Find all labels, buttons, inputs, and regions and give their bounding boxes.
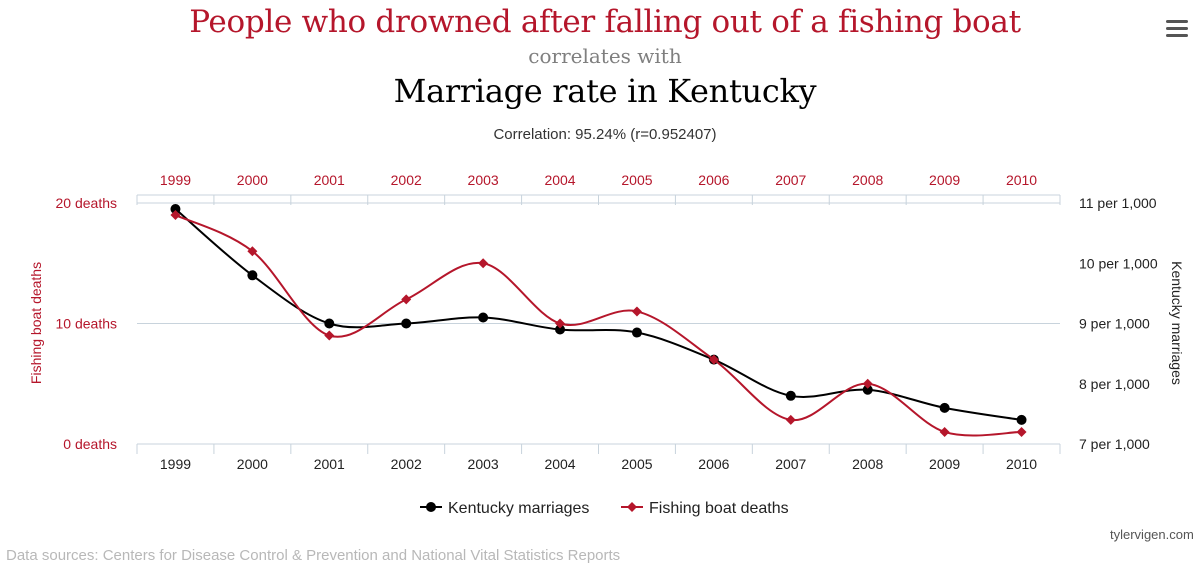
right-axis-title: Kentucky marriages (1169, 261, 1185, 385)
legend-marker-marriages (426, 502, 436, 512)
bottom-x-tick-label: 2002 (391, 456, 422, 472)
data-point-fishing-deaths (939, 426, 950, 437)
top-x-tick-label: 2000 (237, 172, 268, 188)
data-point-fishing-deaths (401, 294, 412, 305)
data-point-marriages (862, 384, 873, 395)
top-x-tick-label: 1999 (160, 172, 191, 188)
top-x-tick-label: 2002 (391, 172, 422, 188)
menu-bar (1166, 20, 1188, 23)
bottom-x-tick-label: 2009 (929, 456, 960, 472)
menu-bar (1166, 27, 1188, 30)
top-x-tick-label: 2006 (698, 172, 729, 188)
data-point-marriages (170, 204, 181, 215)
right-y-tick-label: 10 per 1,000 (1079, 255, 1158, 271)
left-y-tick-label: 10 deaths (56, 316, 118, 332)
data-point-marriages (785, 390, 796, 401)
bottom-x-tick-label: 2007 (775, 456, 806, 472)
bottom-x-tick-label: 2004 (544, 456, 575, 472)
data-point-fishing-deaths (555, 318, 566, 329)
credit-link[interactable]: tylervigen.com (1110, 527, 1194, 542)
data-point-marriages (939, 402, 950, 413)
hamburger-menu-icon[interactable] (1166, 20, 1188, 40)
data-point-marriages (247, 270, 258, 281)
chart-subtitle: Correlation: 95.24% (r=0.952407) (493, 126, 717, 143)
right-y-tick-label: 9 per 1,000 (1079, 316, 1150, 332)
data-point-fishing-deaths (1016, 426, 1027, 437)
bottom-x-tick-label: 2005 (621, 456, 652, 472)
right-y-tick-label: 7 per 1,000 (1079, 436, 1150, 452)
bottom-x-tick-label: 2008 (852, 456, 883, 472)
data-point-marriages (1016, 414, 1027, 425)
left-y-tick-label: 20 deaths (56, 195, 118, 211)
data-point-fishing-deaths (324, 330, 335, 341)
chart-canvas: 1999 1999 2000 2000 2001 2001 2002 2002 2003 2003… (28, 172, 1185, 517)
bottom-x-tick-label: 2003 (468, 456, 499, 472)
top-x-tick-label: 2007 (775, 172, 806, 188)
data-point-fishing-deaths (708, 354, 719, 365)
bottom-x-tick-label: 2010 (1006, 456, 1037, 472)
data-point-fishing-deaths (170, 210, 181, 221)
menu-bar (1166, 34, 1188, 37)
data-point-fishing-deaths (862, 378, 873, 389)
bottom-x-tick-label: 2001 (314, 456, 345, 472)
data-point-marriages (631, 327, 642, 338)
chart-title-top: People who drowned after falling out of … (189, 4, 1021, 40)
chart-title-bottom: Marriage rate in Kentucky (393, 72, 817, 110)
bottom-x-tick-label: 2006 (698, 456, 729, 472)
data-point-marriages (401, 318, 412, 329)
data-point-fishing-deaths (478, 258, 489, 269)
data-point-marriages (324, 318, 335, 329)
right-y-tick-label: 8 per 1,000 (1079, 376, 1150, 392)
data-point-fishing-deaths (247, 246, 258, 257)
right-y-tick-label: 11 per 1,000 (1079, 195, 1157, 211)
top-x-tick-label: 2003 (468, 172, 499, 188)
left-axis-title: Fishing boat deaths (28, 262, 44, 384)
top-x-tick-label: 2004 (544, 172, 575, 188)
left-y-tick-label: 0 deaths (63, 436, 117, 452)
data-point-fishing-deaths (785, 414, 796, 425)
top-x-tick-label: 2005 (621, 172, 652, 188)
top-x-tick-label: 2008 (852, 172, 883, 188)
top-x-tick-label: 2001 (314, 172, 345, 188)
legend-marker-fishing-deaths (627, 502, 637, 512)
bottom-x-tick-label: 1999 (160, 456, 191, 472)
series-line-fishing-deaths (175, 214, 1022, 437)
chart-title-connector: correlates with (528, 44, 682, 68)
bottom-x-tick-label: 2000 (237, 456, 268, 472)
top-x-tick-label: 2010 (1006, 172, 1037, 188)
data-point-marriages (555, 324, 566, 335)
legend-label-marriages: Kentucky marriages (448, 500, 589, 517)
data-point-fishing-deaths (631, 306, 642, 317)
data-sources: Data sources: Centers for Disease Contro… (6, 547, 621, 564)
data-point-marriages (478, 312, 489, 323)
legend-label-fishing-deaths: Fishing boat deaths (649, 500, 789, 517)
top-x-tick-label: 2009 (929, 172, 960, 188)
